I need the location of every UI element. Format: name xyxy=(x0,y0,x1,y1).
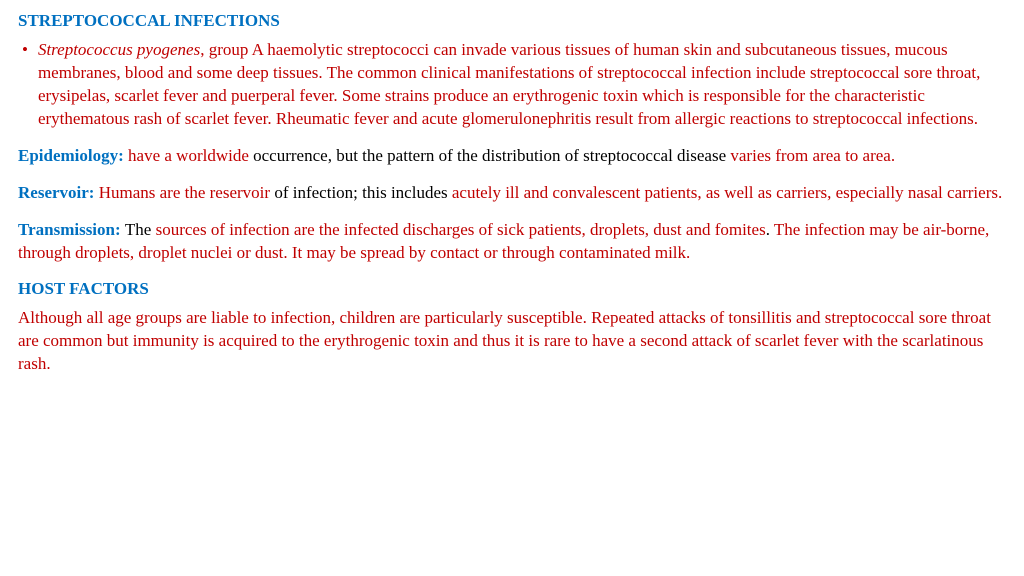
transmission-red1: sources of infection are the infected di… xyxy=(156,220,766,239)
main-title: STREPTOCOCCAL INFECTIONS xyxy=(18,10,1006,33)
reservoir-paragraph: Reservoir: Humans are the reservoir of i… xyxy=(18,182,1006,205)
transmission-label: Transmission: xyxy=(18,220,125,239)
transmission-paragraph: Transmission: The sources of infection a… xyxy=(18,219,1006,265)
host-factors-text: Although all age groups are liable to in… xyxy=(18,307,1006,376)
host-factors-header: HOST FACTORS xyxy=(18,278,1006,301)
reservoir-label: Reservoir: xyxy=(18,183,99,202)
epidemiology-paragraph: Epidemiology: have a worldwide occurrenc… xyxy=(18,145,1006,168)
bullet-text: Streptococcus pyogenes, group A haemolyt… xyxy=(38,39,1006,131)
species-name: Streptococcus pyogenes xyxy=(38,40,200,59)
transmission-black2: . xyxy=(766,220,774,239)
bullet-marker: • xyxy=(22,39,28,131)
transmission-black1: The xyxy=(125,220,156,239)
reservoir-red2: acutely ill and convalescent patients, a… xyxy=(452,183,1002,202)
epidemiology-red1: have a worldwide xyxy=(128,146,253,165)
epidemiology-red2: varies from area to area. xyxy=(730,146,895,165)
bullet-item: • Streptococcus pyogenes, group A haemol… xyxy=(18,39,1006,131)
reservoir-red1: Humans are the reservoir xyxy=(99,183,275,202)
epidemiology-black1: occurrence, but the pattern of the distr… xyxy=(253,146,730,165)
epidemiology-label: Epidemiology: xyxy=(18,146,128,165)
reservoir-black1: of infection; this includes xyxy=(274,183,452,202)
